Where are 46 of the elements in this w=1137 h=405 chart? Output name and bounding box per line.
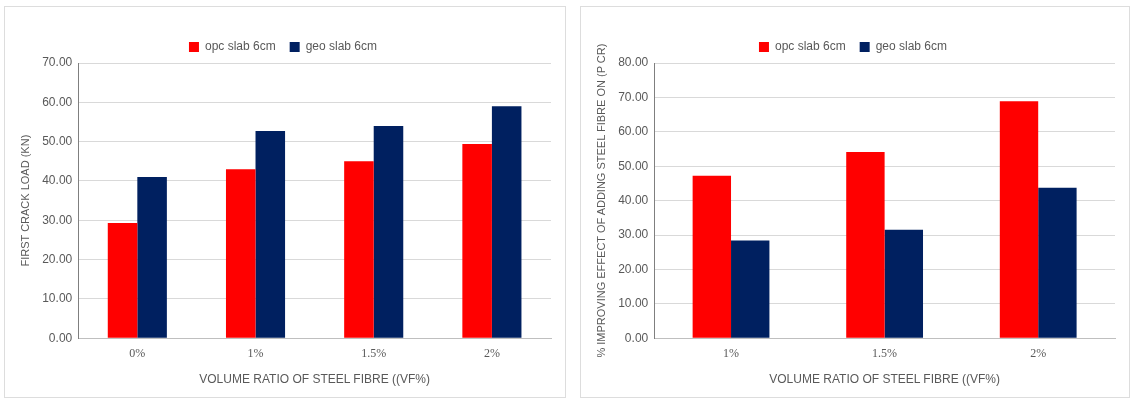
y-axis-title: FIRST CRACK LOAD (KN): [18, 134, 31, 267]
bar: [1038, 187, 1077, 338]
x-tick-label: 2%: [483, 345, 500, 360]
bar: [107, 223, 138, 338]
y-tick-label: 20.00: [42, 251, 73, 266]
y-tick-label: 0.00: [624, 330, 649, 345]
y-tick-label: 70.00: [42, 55, 73, 70]
bar: [255, 131, 286, 338]
bar: [344, 161, 374, 338]
bar: [225, 169, 256, 338]
bar: [884, 229, 924, 338]
y-tick-label: 50.00: [42, 133, 73, 148]
bar: [373, 125, 404, 338]
bar: [846, 152, 885, 338]
legend-label: geo slab 6cm: [875, 39, 948, 54]
legend-label: opc slab 6cm: [204, 39, 276, 54]
y-tick-label: 60.00: [42, 94, 73, 109]
legend-label: geo slab 6cm: [305, 39, 378, 54]
y-axis-title: % IMPROVING EFFECT OF ADDING STEEL FIBRE ON (P CR): [594, 43, 607, 358]
y-tick-label: 70.00: [618, 89, 649, 104]
y-tick-label: 80.00: [618, 55, 649, 70]
bar: [491, 106, 522, 338]
y-tick-label: 20.00: [618, 261, 649, 276]
x-tick-label: 0%: [129, 345, 146, 360]
y-tick-label: 60.00: [618, 124, 649, 139]
y-tick-label: 40.00: [618, 192, 649, 207]
y-tick-label: 0.00: [48, 330, 73, 345]
bar: [462, 143, 492, 338]
x-tick-label: 2%: [1030, 345, 1047, 360]
y-tick-label: 10.00: [618, 296, 649, 311]
bar: [692, 175, 732, 338]
bar: [137, 177, 167, 338]
x-tick-label: 1.5%: [872, 345, 898, 360]
x-tick-label: 1.5%: [361, 345, 387, 360]
x-tick-label: 1%: [247, 345, 264, 360]
y-tick-label: 50.00: [618, 158, 649, 173]
bar: [731, 240, 770, 338]
y-tick-label: 30.00: [42, 212, 73, 227]
x-tick-label: 1%: [723, 345, 740, 360]
y-tick-label: 40.00: [42, 173, 73, 188]
x-axis-title: VOLUME RATIO OF STEEL FIBRE ((VF%): [199, 372, 430, 387]
y-tick-label: 30.00: [618, 227, 649, 242]
x-axis-title: VOLUME RATIO OF STEEL FIBRE ((VF%): [769, 372, 1000, 387]
y-tick-label: 10.00: [42, 291, 73, 306]
bar: [999, 101, 1039, 338]
legend-label: opc slab 6cm: [774, 39, 846, 54]
